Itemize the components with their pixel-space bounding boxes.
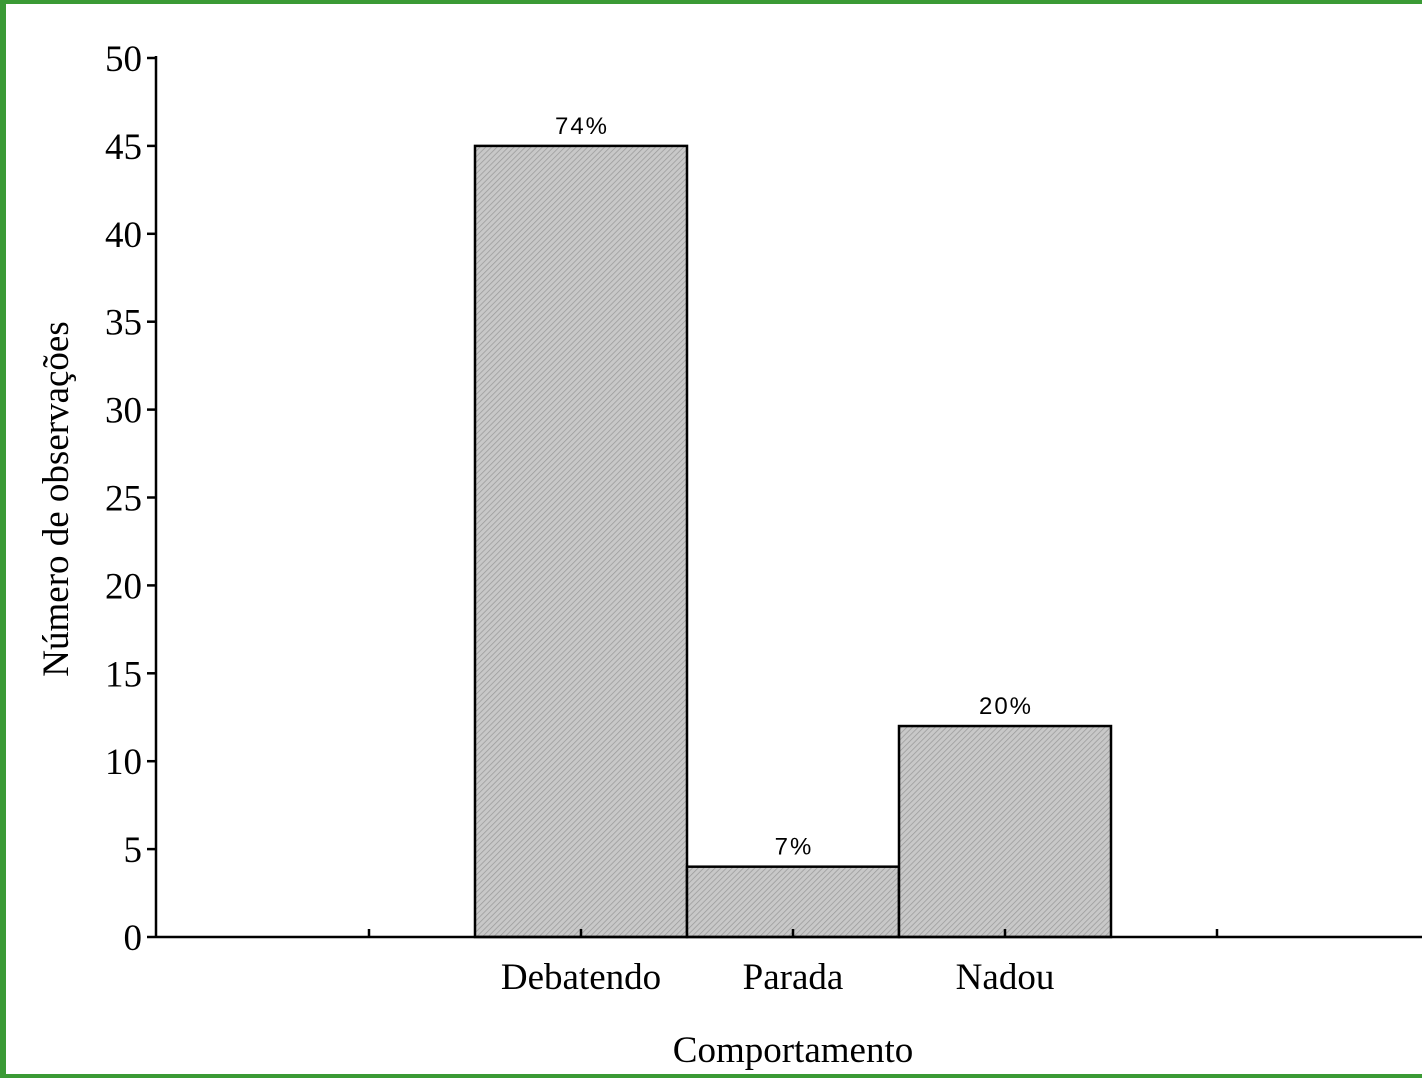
- x-axis-title: Comportamento: [673, 1030, 913, 1071]
- y-tick-label-20: 20: [105, 566, 142, 607]
- bar-nadou: [897, 724, 1113, 939]
- bar-debatendo: [473, 144, 689, 939]
- labels-group: 74% Debatendo 7% Parada 20% Nadou 0 5 10 15 20 25 30…: [105, 39, 1054, 998]
- y-tick-label-50: 50: [105, 39, 142, 80]
- y-tick-label-30: 30: [105, 391, 142, 432]
- y-tick-label-5: 5: [124, 830, 143, 871]
- x-tick-label-parada: Parada: [743, 957, 844, 998]
- y-tick-label-45: 45: [105, 127, 142, 168]
- y-tick-label-35: 35: [105, 303, 142, 344]
- y-tick-label-40: 40: [105, 215, 142, 256]
- bars-group: [473, 144, 1113, 939]
- y-tick-label-10: 10: [105, 742, 142, 783]
- y-tick-label-15: 15: [105, 654, 142, 695]
- y-tick-label-25: 25: [105, 479, 142, 520]
- data-label-parada: 7%: [775, 834, 814, 861]
- data-label-debatendo: 74%: [555, 113, 609, 140]
- axes-group: [147, 56, 1422, 939]
- bar-parada: [685, 865, 901, 939]
- x-tick-label-nadou: Nadou: [956, 957, 1055, 998]
- data-label-nadou: 20%: [979, 693, 1033, 720]
- y-axis-title: Número de observações: [36, 321, 77, 676]
- bar-chart: 74% Debatendo 7% Parada 20% Nadou 0 5 10 15 20 25 30…: [36, 39, 1422, 1071]
- x-tick-label-debatendo: Debatendo: [501, 957, 661, 998]
- y-tick-label-0: 0: [124, 918, 143, 959]
